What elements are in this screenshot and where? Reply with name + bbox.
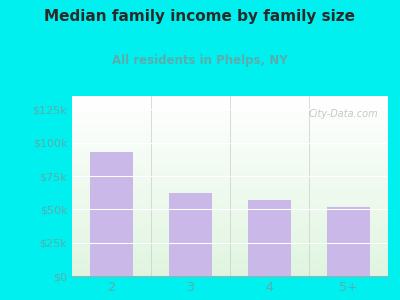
Bar (327, 207, 370, 276)
Text: City-Data.com: City-Data.com (309, 109, 378, 118)
Text: Median family income by family size: Median family income by family size (44, 9, 356, 24)
Bar (248, 200, 291, 276)
Bar (169, 193, 212, 276)
Text: All residents in Phelps, NY: All residents in Phelps, NY (112, 54, 288, 67)
Bar (90, 152, 133, 276)
